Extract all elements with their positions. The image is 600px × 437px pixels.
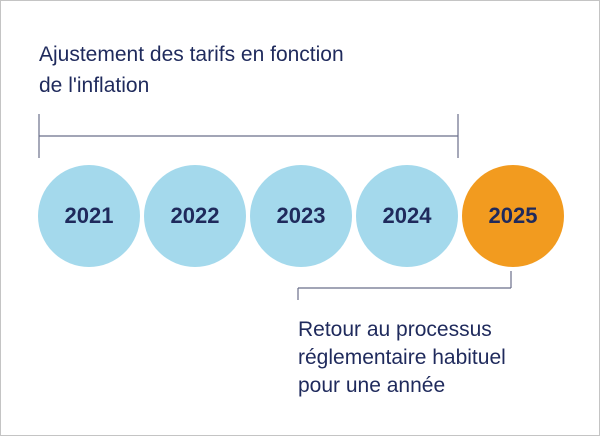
year-circle-2023: 2023 (250, 165, 352, 267)
year-circle-2024: 2024 (356, 165, 458, 267)
year-label-2022: 2022 (170, 203, 220, 228)
year-label-2023: 2023 (276, 203, 326, 228)
year-circle-2025: 2025 (462, 165, 564, 267)
regulatory-process-label: Retour au processus réglementaire habitu… (298, 316, 588, 400)
inflation-adjustment-line-1: Ajustement des tarifs en fonction (39, 43, 344, 66)
top-bracket (38, 114, 459, 158)
year-circle-2022: 2022 (144, 165, 246, 267)
regulatory-process-line-3: pour une année (298, 374, 446, 397)
year-circle-2021: 2021 (38, 165, 140, 267)
inflation-adjustment-line-2: de l'inflation (39, 74, 150, 97)
year-label-2024: 2024 (382, 203, 432, 228)
bottom-bracket (297, 271, 512, 300)
regulatory-process-line-2: réglementaire habituel (298, 346, 506, 369)
inflation-adjustment-label: Ajustement des tarifs en fonction de l'i… (39, 39, 459, 101)
year-label-2025: 2025 (488, 203, 538, 228)
regulatory-process-line-1: Retour au processus (298, 318, 492, 341)
year-label-2021: 2021 (64, 203, 114, 228)
